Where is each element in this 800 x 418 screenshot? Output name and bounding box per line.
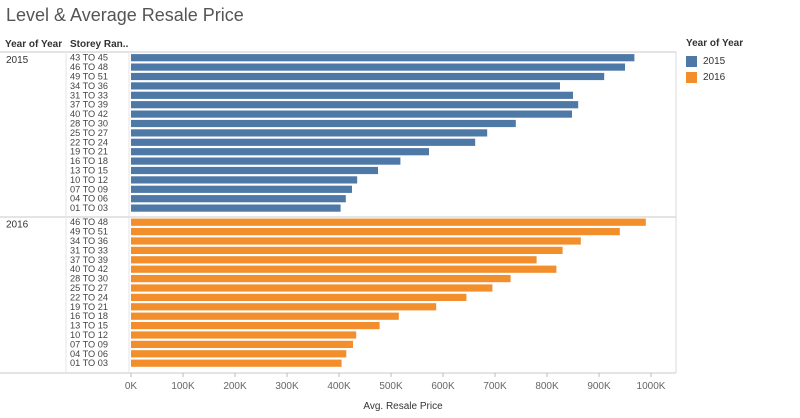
bar-2015-34-TO-36 bbox=[131, 82, 560, 90]
bar-2016-49-TO-51 bbox=[131, 228, 620, 236]
x-tick-label: 600K bbox=[431, 381, 455, 392]
bar-2016-28-TO-30 bbox=[131, 275, 511, 283]
storey-label: 49 TO 51 bbox=[70, 72, 108, 82]
bar-2015-49-TO-51 bbox=[131, 72, 605, 81]
storey-label: 37 TO 39 bbox=[70, 255, 108, 265]
storey-label: 40 TO 42 bbox=[70, 109, 108, 119]
bar-2015-16-TO-18 bbox=[131, 157, 401, 165]
legend-item-2015[interactable]: 2015 bbox=[686, 53, 743, 69]
bar-2016-46-TO-48 bbox=[131, 218, 646, 226]
storey-label: 25 TO 27 bbox=[70, 283, 108, 293]
storey-label: 07 TO 09 bbox=[70, 339, 108, 349]
storey-label: 43 TO 45 bbox=[70, 53, 108, 63]
year-column-header[interactable]: Year of Year bbox=[5, 39, 63, 50]
storey-label: 01 TO 03 bbox=[70, 358, 108, 368]
bar-2015-37-TO-39 bbox=[131, 101, 579, 109]
storey-label: 28 TO 30 bbox=[70, 119, 108, 129]
x-tick-label: 700K bbox=[483, 381, 507, 392]
x-tick-label: 100K bbox=[171, 381, 195, 392]
bar-2016-31-TO-33 bbox=[131, 246, 563, 254]
x-tick-label: 500K bbox=[379, 381, 403, 392]
storey-label: 10 TO 12 bbox=[70, 330, 108, 340]
x-tick-label: 300K bbox=[275, 381, 299, 392]
bar-2016-34-TO-36 bbox=[131, 237, 581, 245]
year-label-2016: 2016 bbox=[6, 220, 29, 231]
x-tick-label: 400K bbox=[327, 381, 351, 392]
bar-2015-01-TO-03 bbox=[131, 204, 341, 212]
legend: Year of Year 2015 2016 bbox=[686, 38, 743, 85]
year-label-2015: 2015 bbox=[6, 55, 29, 66]
legend-label: 2015 bbox=[703, 55, 726, 67]
bar-2016-13-TO-15 bbox=[131, 322, 380, 330]
bar-2016-04-TO-06 bbox=[131, 350, 347, 358]
legend-title: Year of Year bbox=[686, 38, 744, 49]
x-tick-label: 1000K bbox=[637, 381, 666, 392]
bar-2015-19-TO-21 bbox=[131, 148, 429, 156]
storey-label: 04 TO 06 bbox=[70, 349, 108, 359]
bar-2015-22-TO-24 bbox=[131, 138, 476, 146]
legend-label: 2016 bbox=[703, 71, 726, 83]
storey-label: 13 TO 15 bbox=[70, 321, 108, 331]
storey-label: 28 TO 30 bbox=[70, 274, 108, 284]
x-axis-title: Avg. Resale Price bbox=[363, 401, 443, 412]
storey-label: 16 TO 18 bbox=[70, 311, 108, 321]
storey-label: 19 TO 21 bbox=[70, 302, 108, 312]
storey-label: 07 TO 09 bbox=[70, 184, 108, 194]
storey-label: 31 TO 33 bbox=[70, 245, 108, 255]
bar-2015-25-TO-27 bbox=[131, 129, 488, 137]
bar-2016-40-TO-42 bbox=[131, 265, 557, 273]
bar-2015-10-TO-12 bbox=[131, 176, 358, 184]
bar-2016-25-TO-27 bbox=[131, 284, 493, 292]
storey-label: 01 TO 03 bbox=[70, 203, 108, 213]
storey-label: 10 TO 12 bbox=[70, 175, 108, 185]
bar-2015-43-TO-45 bbox=[131, 54, 635, 62]
bar-2015-46-TO-48 bbox=[131, 63, 625, 71]
storey-label: 46 TO 48 bbox=[70, 217, 108, 227]
legend-item-2016[interactable]: 2016 bbox=[686, 69, 743, 85]
bar-2015-07-TO-09 bbox=[131, 185, 352, 193]
bar-2016-07-TO-09 bbox=[131, 340, 353, 348]
storey-label: 22 TO 24 bbox=[70, 292, 108, 302]
legend-swatch bbox=[686, 71, 697, 83]
storey-label: 34 TO 36 bbox=[70, 81, 108, 91]
storey-label: 40 TO 42 bbox=[70, 264, 108, 274]
storey-label: 13 TO 15 bbox=[70, 166, 108, 176]
bar-2016-19-TO-21 bbox=[131, 303, 437, 311]
storey-label: 49 TO 51 bbox=[70, 227, 108, 237]
x-tick-label: 200K bbox=[223, 381, 247, 392]
bar-2016-22-TO-24 bbox=[131, 293, 467, 301]
x-tick-label: 900K bbox=[587, 381, 611, 392]
chart-title: Level & Average Resale Price bbox=[6, 5, 244, 25]
bar-2016-01-TO-03 bbox=[131, 359, 342, 367]
bar-2016-16-TO-18 bbox=[131, 312, 399, 320]
storey-label: 04 TO 06 bbox=[70, 194, 108, 204]
storey-label: 25 TO 27 bbox=[70, 128, 108, 138]
storey-label: 37 TO 39 bbox=[70, 100, 108, 110]
bar-2015-13-TO-15 bbox=[131, 166, 378, 175]
storey-label: 46 TO 48 bbox=[70, 62, 108, 72]
storey-label: 31 TO 33 bbox=[70, 90, 108, 100]
bar-2015-31-TO-33 bbox=[131, 91, 573, 99]
storey-label: 34 TO 36 bbox=[70, 236, 108, 246]
bar-2015-40-TO-42 bbox=[131, 110, 572, 118]
storey-label: 19 TO 21 bbox=[70, 147, 108, 157]
storey-label: 16 TO 18 bbox=[70, 156, 108, 166]
bar-2016-37-TO-39 bbox=[131, 256, 537, 264]
bar-2016-10-TO-12 bbox=[131, 331, 357, 339]
legend-swatch bbox=[686, 55, 697, 67]
storey-label: 22 TO 24 bbox=[70, 137, 108, 147]
x-tick-label: 0K bbox=[125, 381, 138, 392]
bar-2015-28-TO-30 bbox=[131, 119, 516, 128]
bar-2015-04-TO-06 bbox=[131, 195, 346, 203]
x-tick-label: 800K bbox=[535, 381, 559, 392]
storey-column-header[interactable]: Storey Ran.. bbox=[70, 39, 129, 50]
